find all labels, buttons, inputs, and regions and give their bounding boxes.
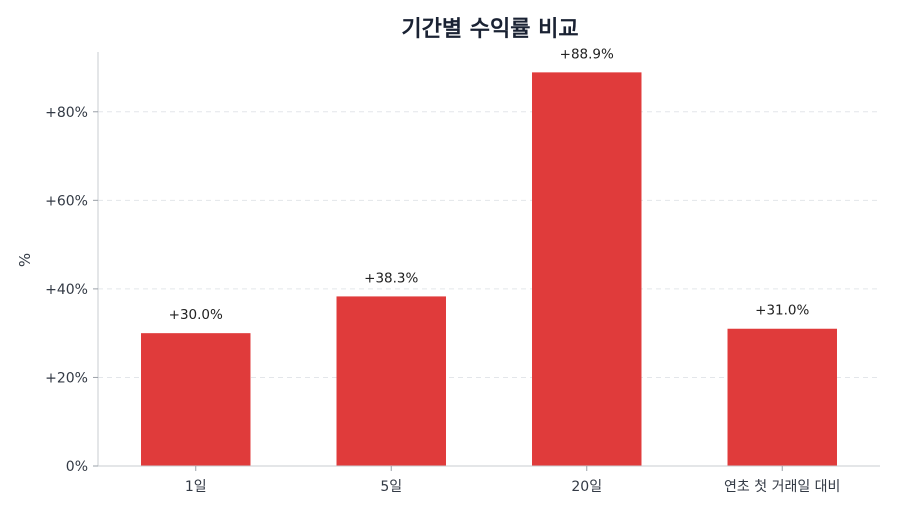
x-tick-label: 5일 — [380, 479, 402, 495]
y-tick-label: +80% — [45, 105, 88, 121]
axes — [97, 52, 880, 467]
bars — [141, 72, 837, 466]
bar — [727, 328, 837, 466]
data-label: +38.3% — [364, 270, 418, 286]
x-ticks: 1일 5일 20일 연초 첫 거래일 대비 — [185, 466, 840, 495]
chart-title: 기간별 수익률 비교 — [401, 17, 578, 42]
x-tick-label: 연초 첫 거래일 대비 — [724, 479, 840, 495]
data-labels: +30.0% +38.3% +88.9% +31.0% — [169, 46, 810, 323]
y-tick-label: +20% — [45, 370, 88, 386]
y-ticks: 0% +20% +40% +60% +80% — [45, 105, 98, 475]
data-label: +31.0% — [755, 303, 809, 319]
y-tick-label: +60% — [45, 193, 88, 209]
data-label: +88.9% — [560, 46, 614, 62]
x-tick-label: 1일 — [185, 479, 207, 495]
bar — [532, 72, 642, 466]
bar — [141, 333, 251, 466]
y-axis-label: % — [16, 253, 34, 267]
bar — [336, 296, 446, 466]
y-tick-label: 0% — [66, 459, 88, 475]
data-label: +30.0% — [169, 307, 223, 323]
y-tick-label: +40% — [45, 282, 88, 298]
x-tick-label: 20일 — [571, 479, 602, 495]
